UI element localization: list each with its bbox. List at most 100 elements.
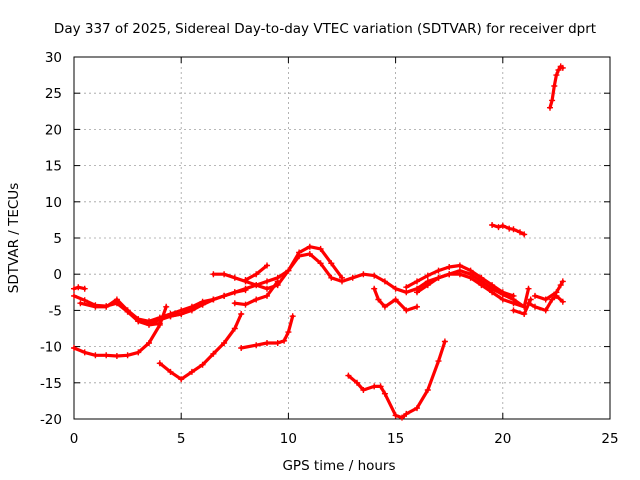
data-point bbox=[113, 298, 120, 305]
y-tick-label: 0 bbox=[53, 267, 62, 283]
data-point bbox=[435, 358, 442, 365]
data-point bbox=[242, 277, 249, 283]
data-point bbox=[532, 292, 538, 299]
data-point bbox=[354, 379, 360, 386]
data-point bbox=[495, 224, 502, 231]
data-point bbox=[360, 271, 367, 278]
series-arc-11 bbox=[238, 313, 296, 351]
data-point bbox=[532, 303, 538, 310]
data-point bbox=[103, 352, 110, 359]
data-point bbox=[306, 243, 313, 250]
data-point bbox=[478, 282, 485, 289]
data-point bbox=[559, 64, 566, 71]
data-point bbox=[489, 289, 496, 296]
series-arc-14 bbox=[403, 262, 517, 299]
data-point bbox=[478, 274, 485, 281]
data-point bbox=[424, 272, 431, 279]
data-point bbox=[199, 361, 206, 368]
data-point bbox=[178, 311, 185, 317]
data-point bbox=[81, 349, 88, 356]
data-point bbox=[547, 104, 553, 111]
data-point bbox=[210, 296, 217, 303]
y-tick-label: 30 bbox=[45, 50, 62, 66]
series-arc-7 bbox=[167, 287, 249, 320]
y-tick-label: 20 bbox=[45, 122, 62, 138]
data-point bbox=[231, 289, 238, 296]
data-point bbox=[510, 226, 517, 233]
data-point bbox=[381, 303, 388, 310]
data-point bbox=[135, 318, 142, 325]
data-point bbox=[231, 274, 238, 281]
data-point bbox=[510, 300, 517, 307]
data-point bbox=[446, 264, 453, 270]
data-point bbox=[403, 307, 410, 314]
data-point bbox=[296, 249, 303, 256]
y-axis-label: SDTVAR / TECUs bbox=[6, 183, 22, 293]
data-point bbox=[81, 297, 88, 304]
data-point bbox=[435, 274, 442, 281]
data-point bbox=[489, 222, 496, 228]
y-tick-label: -10 bbox=[40, 340, 62, 356]
data-point bbox=[210, 350, 217, 357]
data-point bbox=[377, 383, 384, 390]
series-arc-15 bbox=[414, 271, 532, 310]
data-point bbox=[456, 262, 463, 269]
data-point bbox=[285, 267, 292, 274]
data-point bbox=[328, 274, 335, 281]
data-point bbox=[188, 368, 195, 375]
series-arc-16 bbox=[489, 222, 528, 238]
data-point bbox=[559, 298, 566, 305]
data-point bbox=[238, 311, 245, 317]
y-tick-label: -5 bbox=[49, 303, 62, 319]
x-tick-labels: 0 5 10 15 20 25 bbox=[70, 431, 619, 447]
data-point bbox=[403, 284, 410, 291]
data-series bbox=[71, 63, 566, 421]
data-point bbox=[274, 278, 281, 285]
data-point bbox=[242, 301, 249, 308]
data-point bbox=[345, 372, 352, 379]
data-point bbox=[210, 271, 217, 278]
data-point bbox=[264, 285, 270, 292]
y-tick-label: 15 bbox=[45, 159, 62, 175]
data-point bbox=[467, 267, 474, 274]
series-arc-2 bbox=[71, 250, 528, 327]
data-point bbox=[135, 349, 142, 356]
data-point bbox=[456, 271, 463, 278]
y-tick-label: -15 bbox=[40, 376, 62, 392]
data-point bbox=[92, 352, 99, 359]
y-tick-label: 25 bbox=[45, 86, 62, 102]
data-point bbox=[264, 292, 270, 299]
data-point bbox=[549, 97, 556, 104]
data-point bbox=[253, 271, 260, 278]
data-point bbox=[253, 342, 260, 349]
data-point bbox=[281, 337, 288, 344]
data-point bbox=[489, 282, 496, 289]
data-point bbox=[392, 296, 399, 303]
data-point bbox=[381, 390, 388, 397]
data-point bbox=[285, 329, 292, 336]
y-tick-label: 10 bbox=[45, 195, 62, 211]
data-point bbox=[392, 412, 399, 419]
data-point bbox=[124, 307, 131, 314]
data-point bbox=[542, 307, 549, 314]
y-tick-label: 5 bbox=[53, 231, 62, 247]
data-point bbox=[521, 311, 528, 317]
data-point bbox=[77, 300, 84, 307]
data-point bbox=[231, 300, 238, 307]
data-point bbox=[289, 313, 296, 320]
data-point bbox=[81, 285, 88, 292]
series-arc-5 bbox=[113, 298, 163, 328]
data-point bbox=[199, 301, 206, 308]
data-point bbox=[510, 307, 517, 314]
data-point bbox=[403, 410, 410, 417]
series-arc-8 bbox=[210, 243, 345, 292]
data-point bbox=[435, 267, 442, 274]
data-point bbox=[317, 260, 324, 267]
data-point bbox=[414, 289, 420, 296]
data-point bbox=[371, 285, 378, 292]
data-point bbox=[381, 278, 388, 285]
series-arc-12 bbox=[345, 338, 448, 421]
data-point bbox=[221, 340, 228, 346]
data-point bbox=[399, 414, 405, 421]
series-line bbox=[72, 305, 168, 358]
